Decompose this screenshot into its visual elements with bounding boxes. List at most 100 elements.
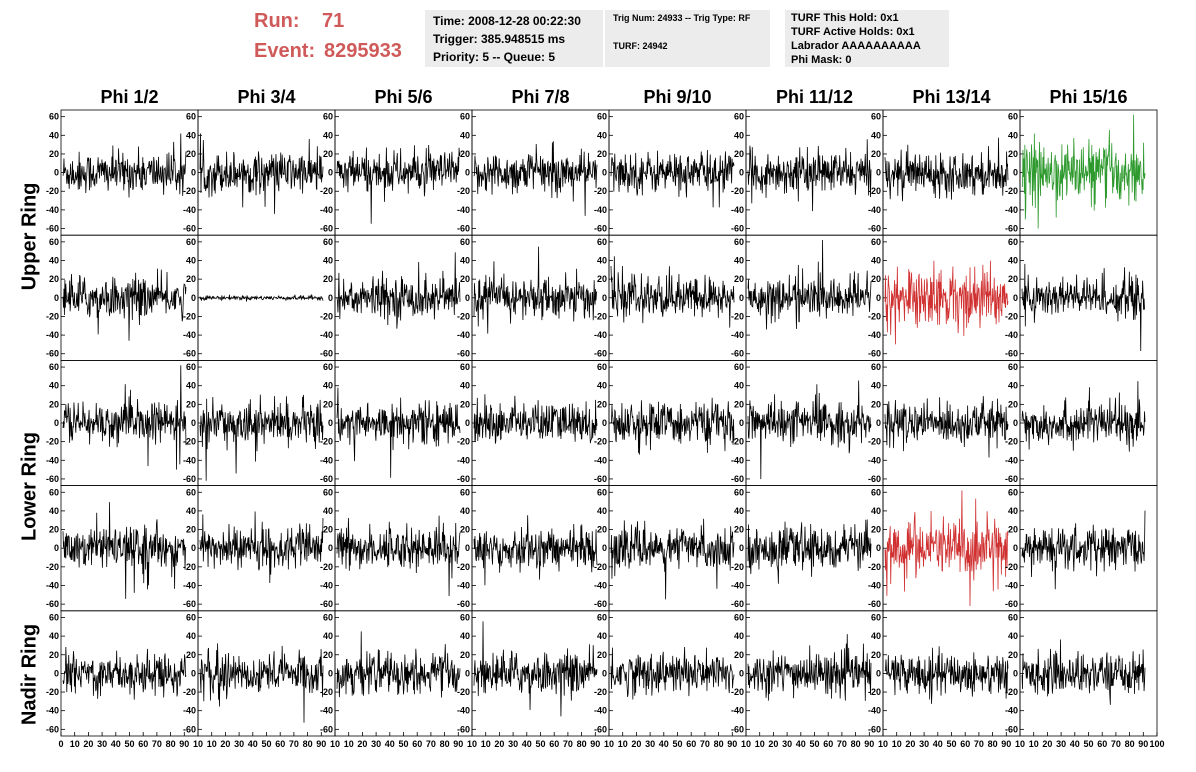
y-tick-label-r3-c4-5: 40 xyxy=(597,506,607,516)
panel-frame-r0-c6 xyxy=(882,109,1021,236)
y-tick-label-r2-c7-1: -40 xyxy=(1005,455,1018,465)
labrador-text: Labrador AAAAAAAAAA xyxy=(791,40,921,52)
y-tick-label-r3-c2-0: -60 xyxy=(320,599,333,609)
y-tick-label-r1-c6-5: 40 xyxy=(871,256,881,266)
y-tick-label-r3-c7-6: 60 xyxy=(1008,487,1018,497)
y-tick-label-r1-c0-0: -60 xyxy=(46,349,59,359)
y-tick-label-r0-c4-2: -20 xyxy=(594,186,607,196)
y-tick-label-r2-c3-5: 40 xyxy=(460,381,470,391)
x-tick-label-c6-3: 40 xyxy=(933,739,943,749)
y-tick-label-r1-c1-6: 60 xyxy=(186,237,196,247)
y-tick-label-r4-c5-2: -20 xyxy=(731,687,744,697)
y-tick-label-r0-c5-4: 20 xyxy=(734,149,744,159)
y-tick-label-r0-c0-6: 60 xyxy=(49,112,59,122)
y-tick-label-r1-c1-4: 20 xyxy=(186,274,196,284)
y-tick-label-r1-c2-5: 40 xyxy=(323,256,333,266)
turf-active-holds-text: TURF Active Holds: 0x1 xyxy=(791,26,915,38)
y-tick-label-r0-c2-3: 0 xyxy=(328,168,333,178)
y-tick-label-r2-c0-1: -40 xyxy=(46,455,59,465)
y-tick-label-r4-c5-0: -60 xyxy=(731,724,744,734)
waveform-r0-c5 xyxy=(747,139,872,212)
y-tick-label-r0-c4-6: 60 xyxy=(597,112,607,122)
y-tick-label-r0-c6-2: -20 xyxy=(868,186,881,196)
x-tick-label-c0-0: 0 xyxy=(58,739,63,749)
x-tick-label-c2-4: 50 xyxy=(398,739,408,749)
y-tick-label-r1-c6-2: -20 xyxy=(868,311,881,321)
y-tick-label-r2-c3-6: 60 xyxy=(460,362,470,372)
waveform-r4-c1 xyxy=(199,643,324,723)
x-tick-label-c5-2: 30 xyxy=(782,739,792,749)
y-tick-label-r2-c6-2: -20 xyxy=(868,437,881,447)
y-tick-label-r2-c3-3: 0 xyxy=(465,418,470,428)
waveform-r3-c2 xyxy=(336,515,461,597)
y-tick-label-r4-c6-6: 60 xyxy=(871,612,881,622)
y-tick-label-r3-c2-4: 20 xyxy=(323,525,333,535)
x-tick-label-c4-3: 40 xyxy=(659,739,669,749)
y-tick-label-r3-c6-1: -40 xyxy=(868,580,881,590)
waveform-r1-c3 xyxy=(473,246,598,334)
y-tick-label-r1-c0-4: 20 xyxy=(49,274,59,284)
y-tick-label-r1-c1-1: -40 xyxy=(183,330,196,340)
y-tick-label-r2-c2-6: 60 xyxy=(323,362,333,372)
y-tick-label-r2-c3-4: 20 xyxy=(460,399,470,409)
x-tick-label-c4-8: 90 xyxy=(727,739,737,749)
waveform-r2-c3 xyxy=(473,394,598,444)
y-tick-label-r2-c2-5: 40 xyxy=(323,381,333,391)
x-tick-label-c5-7: 80 xyxy=(851,739,861,749)
y-tick-label-r4-c3-0: -60 xyxy=(457,724,470,734)
y-tick-label-r2-c6-5: 40 xyxy=(871,381,881,391)
y-tick-label-r0-c5-1: -40 xyxy=(731,205,744,215)
y-tick-label-r1-c5-3: 0 xyxy=(739,293,744,303)
y-tick-label-r4-c6-5: 40 xyxy=(871,631,881,641)
y-tick-label-r0-c4-5: 40 xyxy=(597,130,607,140)
y-tick-label-r2-c6-0: -60 xyxy=(868,474,881,484)
y-tick-label-r3-c5-4: 20 xyxy=(734,525,744,535)
x-tick-label-c4-2: 30 xyxy=(645,739,655,749)
y-tick-label-r3-c1-5: 40 xyxy=(186,506,196,516)
y-tick-label-r2-c7-6: 60 xyxy=(1008,362,1018,372)
y-tick-label-r2-c1-6: 60 xyxy=(186,362,196,372)
y-tick-label-r1-c0-6: 60 xyxy=(49,237,59,247)
y-tick-label-r2-c4-2: -20 xyxy=(594,437,607,447)
x-tick-label-c0-7: 70 xyxy=(152,739,162,749)
y-tick-label-r0-c6-3: 0 xyxy=(876,168,881,178)
waveform-r4-c0 xyxy=(62,647,187,700)
y-tick-label-r1-c4-1: -40 xyxy=(594,330,607,340)
y-tick-label-r2-c7-4: 20 xyxy=(1008,399,1018,409)
y-tick-label-r3-c3-1: -40 xyxy=(457,580,470,590)
y-tick-label-r4-c0-4: 20 xyxy=(49,650,59,660)
x-tick-label-c4-5: 60 xyxy=(686,739,696,749)
y-tick-label-r0-c6-0: -60 xyxy=(868,224,881,234)
waveform-r0-c4 xyxy=(610,149,735,208)
y-tick-label-r0-c7-4: 20 xyxy=(1008,149,1018,159)
y-tick-label-r4-c1-4: 20 xyxy=(186,650,196,660)
x-tick-label-c3-6: 70 xyxy=(563,739,573,749)
x-tick-label-c1-4: 50 xyxy=(261,739,271,749)
y-tick-label-r4-c7-0: -60 xyxy=(1005,724,1018,734)
x-tick-label-c2-1: 20 xyxy=(357,739,367,749)
x-tick-label-c0-6: 60 xyxy=(138,739,148,749)
y-tick-label-r0-c1-6: 60 xyxy=(186,112,196,122)
y-tick-label-r0-c2-0: -60 xyxy=(320,224,333,234)
waveform-r1-c4 xyxy=(610,256,735,328)
y-tick-label-r4-c4-3: 0 xyxy=(602,668,607,678)
y-tick-label-r4-c7-6: 60 xyxy=(1008,612,1018,622)
y-tick-label-r4-c2-6: 60 xyxy=(323,612,333,622)
x-tick-label-c2-7: 80 xyxy=(440,739,450,749)
waveform-r2-c2 xyxy=(336,387,461,478)
y-tick-label-r2-c2-0: -60 xyxy=(320,474,333,484)
y-tick-label-r4-c0-0: -60 xyxy=(46,724,59,734)
y-tick-label-r2-c6-4: 20 xyxy=(871,399,881,409)
y-tick-label-r1-c3-0: -60 xyxy=(457,349,470,359)
waveform-r1-c2 xyxy=(336,252,461,329)
y-tick-label-r0-c1-4: 20 xyxy=(186,149,196,159)
y-tick-label-r0-c7-1: -40 xyxy=(1005,205,1018,215)
y-tick-label-r4-c4-4: 20 xyxy=(597,650,607,660)
x-tick-label-c3-1: 20 xyxy=(494,739,504,749)
y-tick-label-r4-c4-1: -40 xyxy=(594,706,607,716)
x-tick-label-c6-7: 80 xyxy=(988,739,998,749)
waveform-r0-c2 xyxy=(336,145,461,224)
x-tick-label-c1-2: 30 xyxy=(234,739,244,749)
y-tick-label-r1-c4-5: 40 xyxy=(597,256,607,266)
